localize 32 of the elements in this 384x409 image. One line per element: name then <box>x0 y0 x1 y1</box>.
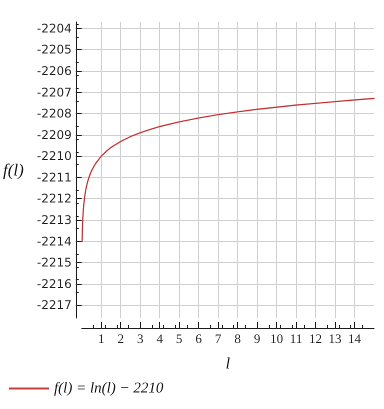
y-tick-label: -2215 <box>36 256 72 270</box>
x-tick-label: 10 <box>270 331 284 346</box>
y-tick-label: -2206 <box>36 64 72 78</box>
x-axis-title: l <box>226 356 231 372</box>
y-tick-label: -2213 <box>36 213 72 228</box>
y-tick-label: -2207 <box>36 85 72 100</box>
x-tick-label: 5 <box>176 331 182 346</box>
x-tick-label: 6 <box>195 331 202 346</box>
y-tick-label: -2216 <box>36 276 72 291</box>
y-tick-label: -2205 <box>36 42 72 57</box>
x-tick-label: 9 <box>254 331 260 346</box>
y-tick-label: -2214 <box>36 234 72 248</box>
x-tick-label: 8 <box>234 331 241 346</box>
x-tick-label: 4 <box>156 331 164 346</box>
y-axis-title: f(l) <box>2 160 24 180</box>
y-tick-label: -2211 <box>36 170 72 184</box>
x-tick-label: 13 <box>328 331 342 346</box>
x-tick-label: 12 <box>309 331 322 346</box>
y-tick-label: -2209 <box>36 128 72 142</box>
x-tick-label: 3 <box>136 331 144 346</box>
y-tick-label: -2208 <box>36 106 72 121</box>
y-tick-label: -2204 <box>36 21 72 36</box>
x-tick-label: 2 <box>117 331 124 346</box>
x-tick-label: 14 <box>348 331 362 346</box>
y-tick-label: -2212 <box>36 192 72 206</box>
x-tick-label: 7 <box>214 331 222 346</box>
y-tick-label: -2210 <box>36 149 72 164</box>
y-tick-label: -2217 <box>36 298 72 312</box>
x-tick-label: 11 <box>290 331 302 346</box>
legend-label: f(l) = ln(l) − 2210 <box>54 380 164 396</box>
line-series <box>81 98 375 242</box>
x-tick-label: 1 <box>98 331 104 346</box>
